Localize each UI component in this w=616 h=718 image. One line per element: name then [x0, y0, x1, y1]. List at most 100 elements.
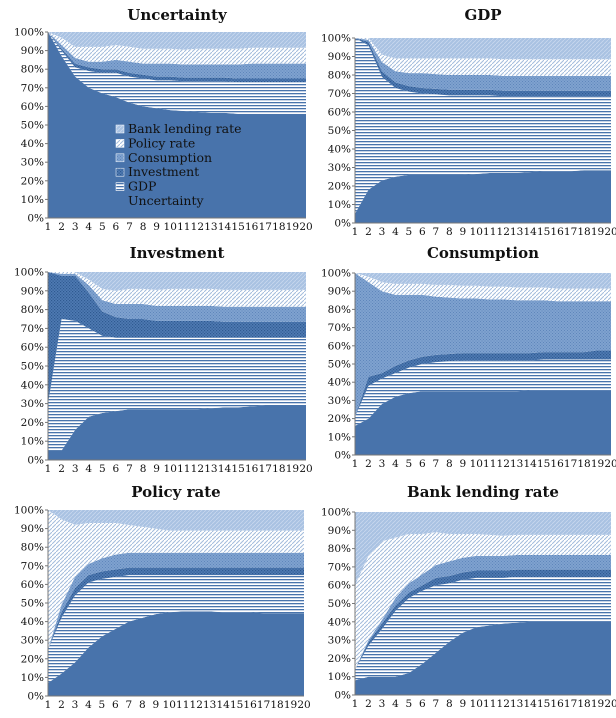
y-tick-label: 70% — [21, 560, 44, 572]
area-uncertainty — [355, 621, 611, 695]
x-tick-label: 5 — [99, 463, 106, 475]
y-tick-label: 80% — [328, 543, 351, 555]
x-tick-label: 20 — [604, 226, 616, 238]
x-tick-label: 7 — [126, 221, 133, 233]
legend-label: Investment — [128, 164, 199, 179]
x-tick-label: 8 — [140, 463, 147, 475]
y-tick-label: 90% — [328, 286, 351, 298]
y-tick-label: 50% — [21, 361, 44, 373]
y-tick-label: 40% — [21, 616, 44, 628]
x-tick-label: 14 — [218, 221, 232, 233]
x-tick-label: 15 — [537, 698, 550, 710]
x-tick-label: 13 — [510, 698, 523, 710]
x-tick-label: 16 — [245, 221, 259, 233]
x-tick-label: 19 — [286, 221, 299, 233]
x-tick-label: 17 — [257, 699, 270, 711]
area-bank-lending-rate — [48, 32, 306, 50]
y-tick-label: 50% — [328, 125, 351, 137]
y-tick-label: 10% — [328, 199, 351, 211]
x-tick-label: 18 — [577, 458, 590, 470]
y-tick-label: 50% — [328, 598, 351, 610]
x-tick-label: 4 — [85, 221, 92, 233]
x-tick-label: 16 — [550, 458, 564, 470]
area-consumption — [355, 555, 611, 670]
x-tick-label: 7 — [125, 699, 132, 711]
panel-policy-rate: Policy rate 0% 10% 20% 30% 40% 50% 60% 70% 80% 90%… — [14, 483, 311, 711]
area-uncertainty — [48, 611, 304, 696]
y-tick-label: 70% — [328, 322, 351, 334]
legend-swatch — [115, 182, 125, 191]
y-tick-label: 90% — [328, 51, 351, 63]
legend-label: Consumption — [128, 150, 212, 165]
x-tick-label: 11 — [483, 226, 496, 238]
x-tick-label: 19 — [591, 226, 604, 238]
panel-title: Uncertainty — [127, 6, 228, 24]
area-investment — [48, 32, 306, 83]
x-tick-label: 8 — [140, 221, 147, 233]
y-tick-label: 60% — [21, 101, 44, 113]
x-tick-label: 7 — [432, 458, 439, 470]
area-policy-rate — [355, 273, 611, 302]
x-tick-label: 20 — [297, 699, 310, 711]
x-tick-label: 1 — [352, 698, 359, 710]
y-tick-label: 100% — [321, 268, 351, 280]
y-tick-label: 80% — [21, 64, 44, 76]
x-tick-label: 8 — [446, 458, 453, 470]
x-tick-label: 11 — [177, 463, 190, 475]
x-tick-label: 14 — [216, 699, 230, 711]
x-tick-label: 14 — [523, 226, 537, 238]
y-tick-label: 20% — [328, 413, 351, 425]
legend-swatch — [115, 139, 125, 148]
area-bank-lending-rate — [355, 273, 611, 289]
x-tick-label: 14 — [218, 463, 232, 475]
y-tick-label: 70% — [21, 323, 44, 335]
y-tick-label: 80% — [21, 304, 44, 316]
y-tick-label: 20% — [21, 175, 44, 187]
y-tick-label: 90% — [21, 285, 44, 297]
x-tick-label: 6 — [419, 698, 426, 710]
area-uncertainty — [48, 405, 306, 460]
x-tick-label: 9 — [459, 698, 466, 710]
y-tick-label: 20% — [21, 417, 44, 429]
x-tick-label: 10 — [470, 226, 483, 238]
legend-swatch — [115, 167, 125, 177]
area-bank-lending-rate — [48, 510, 304, 531]
panel-title: GDP — [464, 6, 501, 24]
y-tick-label: 100% — [321, 507, 351, 519]
x-tick-label: 4 — [392, 226, 399, 238]
panel-title: Consumption — [427, 244, 539, 262]
area-gdp — [48, 575, 304, 683]
x-tick-label: 20 — [604, 458, 616, 470]
y-tick-label: 0% — [334, 690, 351, 702]
y-tick-label: 60% — [21, 579, 44, 591]
x-tick-label: 12 — [191, 463, 204, 475]
x-tick-label: 10 — [163, 699, 176, 711]
y-tick-label: 40% — [21, 379, 44, 391]
area-gdp — [355, 38, 611, 214]
x-tick-label: 14 — [523, 698, 537, 710]
y-tick-label: 50% — [328, 359, 351, 371]
x-tick-label: 16 — [245, 463, 259, 475]
x-tick-label: 16 — [243, 699, 257, 711]
y-tick-label: 40% — [328, 377, 351, 389]
y-tick-label: 90% — [328, 525, 351, 537]
x-tick-label: 9 — [152, 699, 159, 711]
area-policy-rate — [48, 32, 306, 65]
x-tick-label: 13 — [510, 226, 523, 238]
legend-item-consumption: Consumption — [115, 150, 212, 165]
x-tick-label: 18 — [272, 221, 285, 233]
x-tick-label: 16 — [550, 698, 564, 710]
x-tick-label: 18 — [577, 698, 590, 710]
y-tick-label: 60% — [21, 342, 44, 354]
x-tick-label: 8 — [139, 699, 146, 711]
x-tick-label: 3 — [379, 226, 386, 238]
y-tick-label: 90% — [21, 45, 44, 57]
x-tick-label: 7 — [432, 698, 439, 710]
x-tick-label: 6 — [113, 221, 120, 233]
x-tick-label: 2 — [58, 699, 65, 711]
x-tick-label: 6 — [112, 699, 119, 711]
x-tick-label: 9 — [153, 463, 160, 475]
